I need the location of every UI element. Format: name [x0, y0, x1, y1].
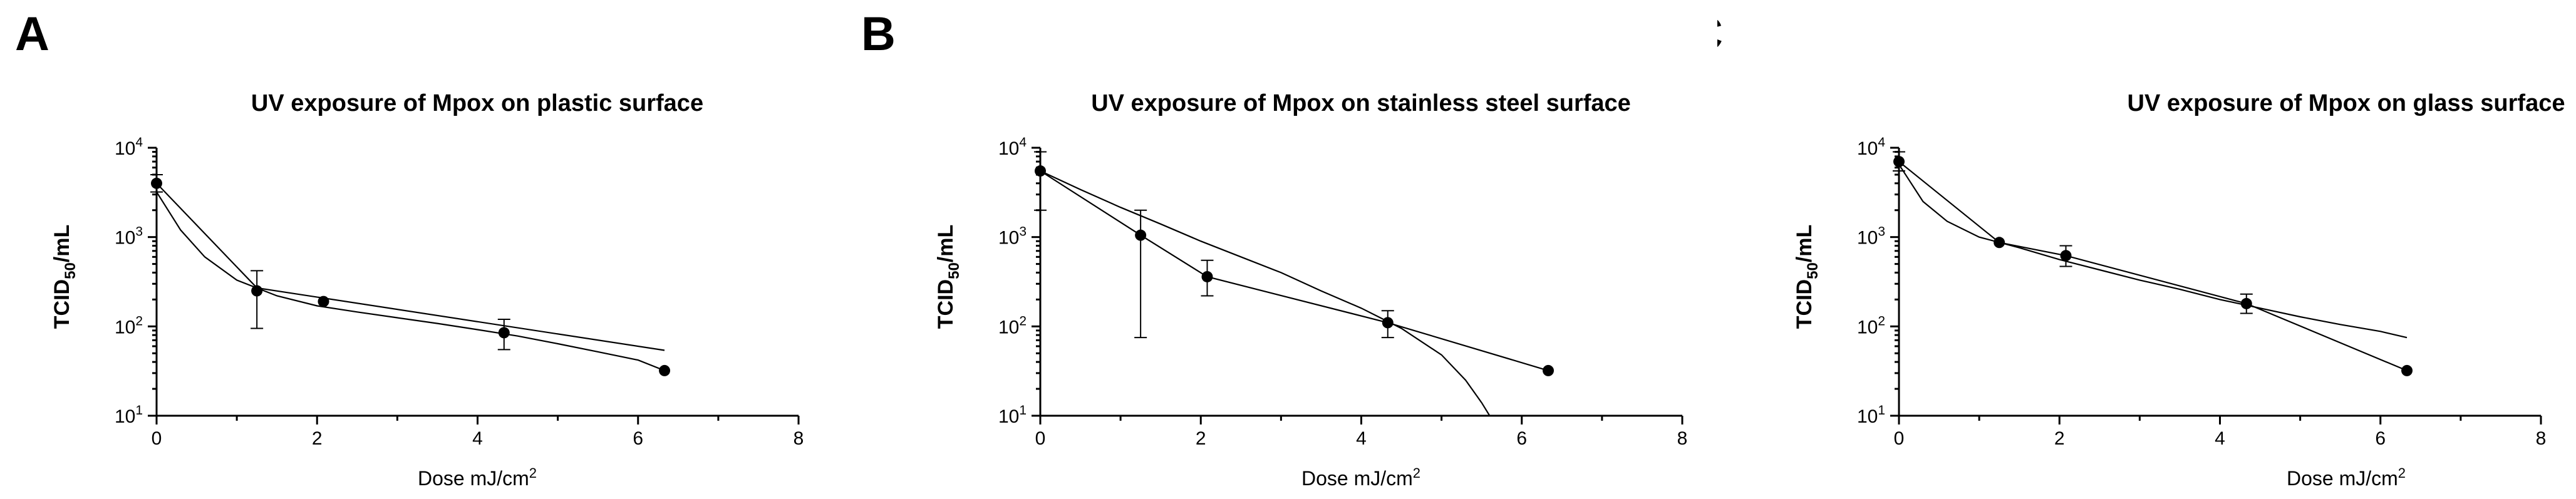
y-tick-label: 104: [998, 135, 1027, 159]
chart-title: UV exposure of Mpox on stainless steel s…: [1091, 90, 1631, 116]
data-point: [2401, 364, 2413, 376]
y-tick-label: 103: [1857, 225, 1885, 249]
x-tick-label: 8: [2536, 428, 2547, 449]
x-tick-label: 6: [1516, 428, 1527, 449]
x-tick-label: 4: [2215, 428, 2225, 449]
x-tick-label: 8: [794, 428, 804, 449]
data-point: [1994, 237, 2005, 249]
chart-title: UV exposure of Mpox on glass surface: [2128, 90, 2565, 116]
data-point: [659, 364, 671, 376]
data-point: [151, 177, 162, 189]
panel-letter: B: [861, 8, 896, 61]
data-point: [1135, 229, 1147, 241]
x-tick-label: 6: [633, 428, 643, 449]
y-tick-label: 102: [115, 314, 143, 337]
y-tick-label: 104: [1857, 135, 1885, 159]
chart-title: UV exposure of Mpox on plastic surface: [251, 90, 703, 116]
chart-a-svg: A UV exposure of Mpox on plastic surface…: [15, 8, 804, 490]
chart-panel-b: B UV exposure of Mpox on stainless steel…: [859, 0, 1717, 499]
y-tick-label: 101: [115, 403, 143, 427]
y-tick-label: 101: [998, 403, 1027, 427]
y-tick-label: 101: [1857, 403, 1885, 427]
y-tick-label: 102: [998, 314, 1027, 337]
linear-fit-line: [1040, 170, 1549, 371]
x-tick-label: 6: [2375, 428, 2386, 449]
x-axis-label: Dose mJ/cm2: [1301, 465, 1420, 490]
y-axis-label: TCID50/mL: [934, 225, 963, 329]
x-tick-label: 0: [1894, 428, 1905, 449]
curve-fit-line: [156, 192, 665, 371]
data-point: [318, 296, 329, 307]
y-axis-label: TCID50/mL: [1792, 225, 1821, 329]
data-point: [2060, 250, 2072, 262]
x-tick-label: 4: [472, 428, 483, 449]
chart-panel-c: C UV exposure of Mpox on glass surface D…: [1717, 0, 2576, 499]
x-tick-label: 8: [1677, 428, 1688, 449]
y-tick-label: 102: [1857, 314, 1885, 337]
x-axis-label: Dose mJ/cm2: [418, 465, 537, 490]
chart-c-svg: C UV exposure of Mpox on glass surface D…: [1717, 8, 2565, 490]
curve-fit-line: [1898, 164, 2408, 339]
data-point: [1893, 156, 1905, 168]
x-axis-label: Dose mJ/cm2: [2287, 465, 2406, 490]
data-point: [1201, 270, 1213, 282]
chart-panel-a: A UV exposure of Mpox on plastic surface…: [0, 0, 859, 499]
x-tick-label: 0: [152, 428, 162, 449]
data-point: [1035, 165, 1046, 177]
data-point: [1543, 364, 1554, 376]
data-point: [2240, 297, 2252, 309]
x-tick-label: 2: [2054, 428, 2065, 449]
data-point: [498, 327, 510, 339]
x-tick-label: 2: [1196, 428, 1206, 449]
data-point: [251, 285, 263, 297]
y-axis-label: TCID50/mL: [50, 225, 79, 329]
curve-fit-line: [1040, 170, 1491, 416]
x-tick-label: 4: [1356, 428, 1367, 449]
x-tick-label: 2: [312, 428, 323, 449]
panel-letter: C: [1717, 8, 1723, 61]
linear-fit-line: [156, 183, 665, 351]
y-tick-label: 103: [115, 225, 143, 249]
y-tick-label: 103: [998, 225, 1027, 249]
chart-b-svg: B UV exposure of Mpox on stainless steel…: [861, 8, 1688, 490]
data-point: [1382, 317, 1394, 329]
linear-fit-line: [1898, 161, 2408, 371]
y-tick-label: 104: [115, 135, 143, 159]
panel-letter: A: [15, 8, 49, 61]
x-tick-label: 0: [1035, 428, 1046, 449]
